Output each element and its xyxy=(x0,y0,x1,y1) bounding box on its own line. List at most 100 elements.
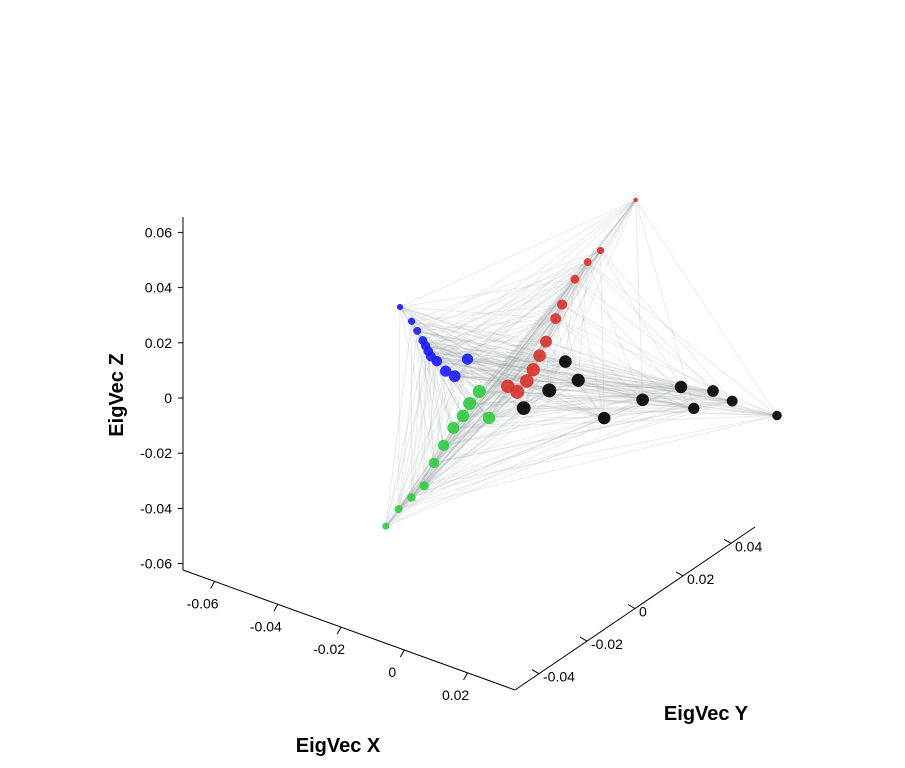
network-edge xyxy=(587,199,636,263)
data-points xyxy=(382,197,782,530)
y-tick-label: -0.04 xyxy=(543,669,575,685)
network-edge xyxy=(479,391,605,419)
network-edge xyxy=(561,304,682,388)
network-edge xyxy=(423,380,528,487)
network-edges xyxy=(385,199,778,527)
data-point xyxy=(463,396,477,411)
network-edge xyxy=(385,386,682,527)
network-edge xyxy=(423,407,525,487)
network-edge xyxy=(385,385,509,527)
network-edge xyxy=(430,341,547,357)
network-edge xyxy=(539,355,643,401)
network-edge xyxy=(417,330,778,416)
network-edge xyxy=(443,385,509,446)
data-point xyxy=(456,409,470,423)
network-edge xyxy=(467,199,636,360)
network-edge xyxy=(436,360,524,409)
network-edge xyxy=(398,330,418,510)
data-point xyxy=(557,299,568,310)
network-edge xyxy=(478,318,557,392)
network-edge xyxy=(516,278,576,393)
network-edge xyxy=(385,390,714,527)
network-edge xyxy=(445,370,605,419)
network-edge xyxy=(385,304,563,527)
network-edge xyxy=(423,376,456,487)
network-edge xyxy=(385,375,456,527)
network-edge xyxy=(436,361,454,429)
network-edge xyxy=(453,407,694,429)
network-edge xyxy=(430,356,490,419)
network-edge xyxy=(433,417,605,464)
network-edge xyxy=(635,199,644,400)
network-edge xyxy=(488,379,579,419)
network-edge xyxy=(398,403,471,510)
network-edge xyxy=(469,403,524,409)
network-edge xyxy=(399,306,534,371)
network-edge xyxy=(445,250,601,372)
network-edge xyxy=(385,379,579,527)
network-edge xyxy=(600,250,682,388)
network-edge xyxy=(555,318,643,401)
x-tick-mark xyxy=(273,604,279,612)
network-edge xyxy=(532,369,605,419)
data-point xyxy=(413,326,422,335)
z-tick-label: 0.02 xyxy=(145,335,172,351)
network-edge xyxy=(577,262,589,381)
network-edge xyxy=(436,199,636,362)
network-edge xyxy=(423,355,540,487)
x-axis-label: EigVec X xyxy=(296,735,381,757)
network-edge xyxy=(410,340,424,498)
network-edge xyxy=(433,278,576,464)
data-point xyxy=(407,493,416,502)
network-edge xyxy=(433,391,518,464)
network-edge xyxy=(454,375,579,381)
network-edge xyxy=(425,345,778,416)
data-point xyxy=(597,411,611,425)
data-point xyxy=(636,393,649,407)
data-point xyxy=(688,402,700,415)
network-edge xyxy=(545,250,601,342)
y-tick-mark xyxy=(627,604,636,609)
network-edge xyxy=(430,250,601,357)
network-edge xyxy=(411,320,528,382)
network-edge xyxy=(564,199,637,362)
y-tick-label: 0.04 xyxy=(735,538,762,554)
network-edge xyxy=(422,339,605,419)
data-point xyxy=(428,457,440,469)
data-point xyxy=(519,374,534,388)
data-point xyxy=(570,274,580,284)
network-edge xyxy=(399,306,605,419)
network-edge xyxy=(467,358,733,402)
network-edge xyxy=(467,318,556,360)
network-edge xyxy=(462,389,550,417)
network-edge xyxy=(574,278,695,409)
network-edge xyxy=(545,341,733,402)
network-edge xyxy=(411,385,509,498)
network-edge xyxy=(385,356,432,527)
network-edge xyxy=(532,250,601,370)
network-edge xyxy=(565,361,733,402)
network-edge xyxy=(436,360,694,409)
network-edge xyxy=(445,369,534,372)
data-point xyxy=(571,373,585,387)
network-edge xyxy=(453,415,778,429)
network-edge xyxy=(411,321,445,446)
network-edge xyxy=(565,361,694,409)
network-edge xyxy=(430,356,714,392)
network-edge xyxy=(555,278,576,319)
network-edge xyxy=(545,341,550,391)
z-tick-label: -0.06 xyxy=(140,556,172,572)
network-edge xyxy=(539,355,579,381)
network-edge xyxy=(398,415,778,510)
x-tick-mark xyxy=(336,626,342,635)
network-edge xyxy=(555,318,566,362)
network-edge xyxy=(436,360,778,416)
network-edge xyxy=(436,360,643,401)
network-edge xyxy=(398,391,518,510)
network-edge xyxy=(416,199,636,332)
z-tick-label: -0.02 xyxy=(140,445,172,461)
network-edge xyxy=(517,391,643,401)
data-point xyxy=(448,370,461,383)
y-tick-label: 0.02 xyxy=(687,571,714,587)
network-edge xyxy=(549,389,714,392)
